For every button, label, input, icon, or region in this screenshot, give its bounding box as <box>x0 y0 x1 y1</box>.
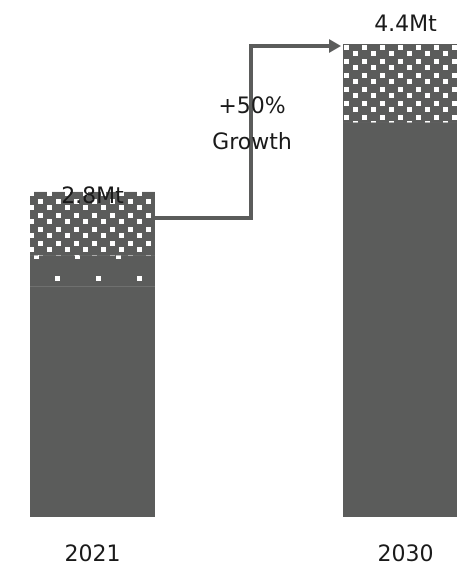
bar-2021-segment-dense-dots <box>30 191 155 256</box>
bar-2021-segment-sparse-dots <box>30 255 155 287</box>
labels-group: 2.8Mt 2021 4.4Mt 2030 <box>61 12 437 567</box>
value-label-2030: 4.4Mt <box>374 12 437 37</box>
growth-annotation-label: Growth <box>212 130 292 155</box>
bar-2030-segment-solid <box>343 122 457 517</box>
value-label-2021: 2.8Mt <box>61 184 124 209</box>
category-label-2021: 2021 <box>65 542 121 567</box>
growth-arrow-head <box>329 39 341 53</box>
bar-2030-segment-dense-dots <box>343 44 457 123</box>
growth-annotation-percent: +50% <box>218 94 285 119</box>
bars-group <box>30 44 457 517</box>
growth-arrow-line <box>155 44 331 220</box>
bar-2021-segment-solid <box>30 286 155 517</box>
category-label-2030: 2030 <box>378 542 434 567</box>
